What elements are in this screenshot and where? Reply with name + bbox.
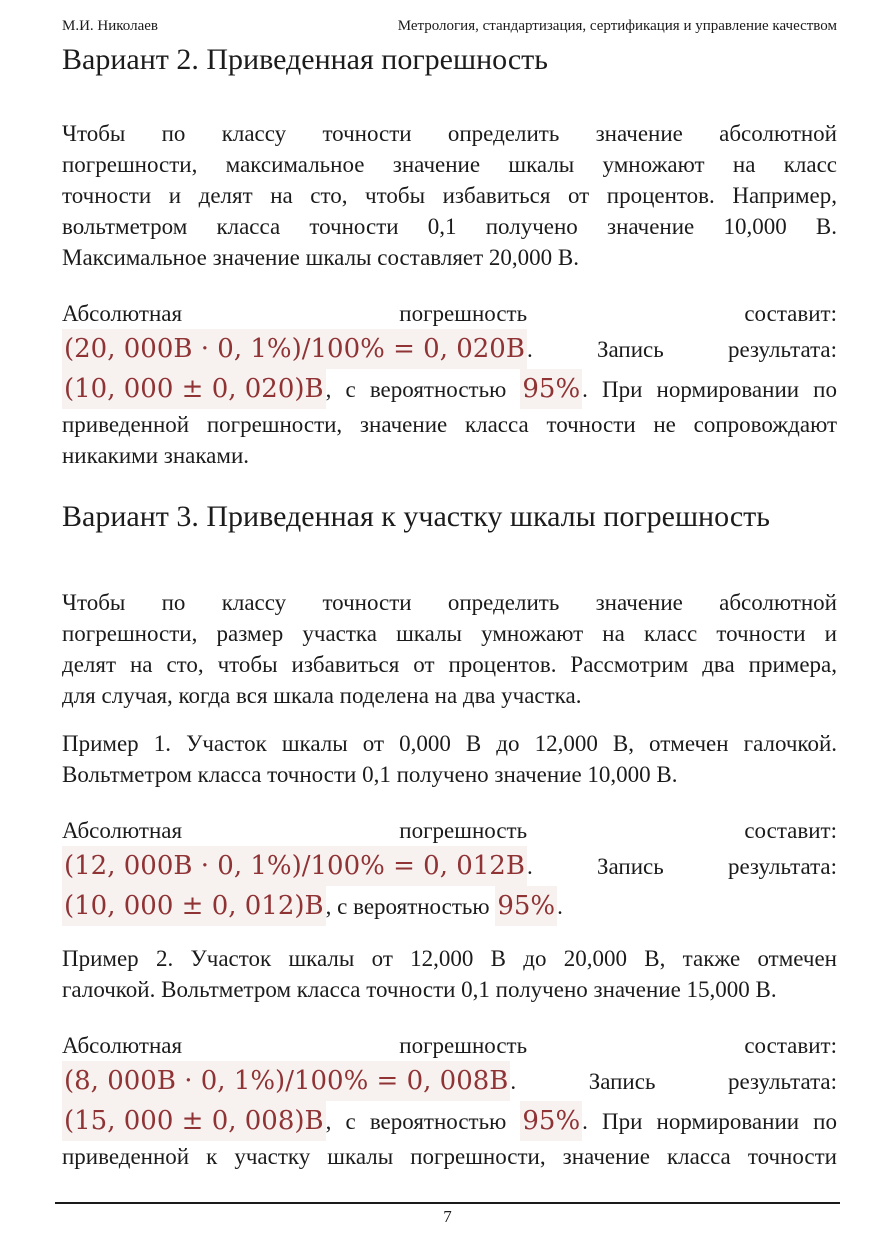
text-line: Максимальное значение шкалы составляет 2… <box>62 242 837 273</box>
text-line: приведенной к участку шкалы погрешности,… <box>62 1141 837 1172</box>
text-run: . Запись результата: <box>510 1069 837 1094</box>
text-line: Абсолютная погрешность составит: <box>62 298 837 329</box>
text-run: галочкой. Вольтметром класса точности 0,… <box>62 977 777 1002</box>
text-line: делят на сто, чтобы избавиться от процен… <box>62 649 837 680</box>
text-run: . Запись результата: <box>526 337 837 362</box>
body-paragraph: Чтобы по классу точности определить знач… <box>62 587 837 711</box>
math-formula: (10, 000 ± 0, 020)В <box>62 369 326 409</box>
page-number: 7 <box>443 1207 452 1226</box>
body-paragraph: Пример 2. Участок шкалы от 12,000 В до 2… <box>62 943 837 1005</box>
text-line: Вольтметром класса точности 0,1 получено… <box>62 759 837 790</box>
header-author: М.И. Николаев <box>62 18 158 34</box>
text-run: Пример 2. Участок шкалы от 12,000 В до 2… <box>62 946 837 971</box>
math-formula: (15, 000 ± 0, 008)В <box>62 1101 326 1141</box>
text-line: Чтобы по классу точности определить знач… <box>62 118 837 149</box>
text-run: вольтметром класса точности 0,1 получено… <box>62 214 837 239</box>
text-run: приведенной погрешности, значение класса… <box>62 412 837 437</box>
result-paragraph: Абсолютная погрешность составит: (20, 000… <box>62 298 837 471</box>
text-line: точности и делят на сто, чтобы избавитьс… <box>62 180 837 211</box>
result-paragraph: Абсолютная погрешность составит: (8, 000В… <box>62 1030 837 1172</box>
text-line: Абсолютная погрешность составит: <box>62 1030 837 1061</box>
page-header: М.И. Николаев Метрология, стандартизация… <box>62 18 837 35</box>
math-formula: (12, 000В · 0, 1%)/100% = 0, 012В <box>62 846 527 886</box>
text-run: . Запись результата: <box>526 854 837 879</box>
math-formula: (20, 000В · 0, 1%)/100% = 0, 020В <box>62 329 527 369</box>
header-book-title: Метрология, стандартизация, сертификация… <box>397 18 837 34</box>
text-run: погрешности, максимальное значение шкалы… <box>62 152 837 177</box>
text-run: Чтобы по классу точности определить знач… <box>62 121 837 146</box>
text-run: погрешности, размер участка шкалы умножа… <box>62 621 837 646</box>
result-paragraph: Абсолютная погрешность составит: (12, 000… <box>62 815 837 926</box>
text-line: никакими знаками. <box>62 440 837 471</box>
text-run: . При нормировании по <box>582 377 837 402</box>
text-run: делят на сто, чтобы избавиться от процен… <box>62 652 837 677</box>
text-line: (12, 000В · 0, 1%)/100% = 0, 012В. Запис… <box>62 846 837 886</box>
math-formula: 95% <box>520 1101 583 1141</box>
text-line: (20, 000В · 0, 1%)/100% = 0, 020В. Запис… <box>62 329 837 369</box>
text-run: Вольтметром класса точности 0,1 получено… <box>62 762 678 787</box>
text-line: для случая, когда вся шкала поделена на … <box>62 680 837 711</box>
text-run: Максимальное значение шкалы составляет 2… <box>62 245 580 270</box>
text-line: погрешности, максимальное значение шкалы… <box>62 149 837 180</box>
text-line: (15, 000 ± 0, 008)В, с вероятностью 95%.… <box>62 1101 837 1141</box>
text-run: , с вероятностью <box>325 377 521 402</box>
body-paragraph: Чтобы по классу точности определить знач… <box>62 118 837 273</box>
text-run: , с вероятностью <box>325 894 496 919</box>
text-line: погрешности, размер участка шкалы умножа… <box>62 618 837 649</box>
text-line: Пример 1. Участок шкалы от 0,000 В до 12… <box>62 728 837 759</box>
text-line: вольтметром класса точности 0,1 получено… <box>62 211 837 242</box>
page-footer: 7 <box>55 1202 840 1229</box>
text-run: Чтобы по классу точности определить знач… <box>62 590 837 615</box>
text-run: для случая, когда вся шкала поделена на … <box>62 683 582 708</box>
text-run: Абсолютная погрешность составит: <box>62 1033 837 1058</box>
text-line: (10, 000 ± 0, 020)В, с вероятностью 95%.… <box>62 369 837 409</box>
text-line: Чтобы по классу точности определить знач… <box>62 587 837 618</box>
document-content: Вариант 2. Приведенная погрешность Чтобы … <box>62 42 837 1189</box>
text-line: Пример 2. Участок шкалы от 12,000 В до 2… <box>62 943 837 974</box>
text-run: . <box>557 894 563 919</box>
text-run: , с вероятностью <box>325 1109 521 1134</box>
text-run: приведенной к участку шкалы погрешности,… <box>62 1144 837 1169</box>
body-paragraph: Пример 1. Участок шкалы от 0,000 В до 12… <box>62 728 837 790</box>
math-formula: (8, 000В · 0, 1%)/100% = 0, 008В <box>62 1061 511 1101</box>
section-heading: Вариант 3. Приведенная к участку шкалы п… <box>62 500 770 533</box>
text-line: (8, 000В · 0, 1%)/100% = 0, 008В. Запись… <box>62 1061 837 1101</box>
math-formula: 95% <box>495 886 558 926</box>
text-run: точности и делят на сто, чтобы избавитьс… <box>62 183 837 208</box>
text-run: . При нормировании по <box>582 1109 837 1134</box>
text-run: Абсолютная погрешность составит: <box>62 818 837 843</box>
math-formula: 95% <box>520 369 583 409</box>
text-run: Абсолютная погрешность составит: <box>62 301 837 326</box>
text-line: (10, 000 ± 0, 012)В, с вероятностью 95%. <box>62 886 837 926</box>
text-line: Абсолютная погрешность составит: <box>62 815 837 846</box>
math-formula: (10, 000 ± 0, 012)В <box>62 886 326 926</box>
section-heading: Вариант 2. Приведенная погрешность <box>62 43 548 76</box>
text-run: Пример 1. Участок шкалы от 0,000 В до 12… <box>62 731 837 756</box>
text-run: никакими знаками. <box>62 443 249 468</box>
text-line: приведенной погрешности, значение класса… <box>62 409 837 440</box>
text-line: галочкой. Вольтметром класса точности 0,… <box>62 974 837 1005</box>
